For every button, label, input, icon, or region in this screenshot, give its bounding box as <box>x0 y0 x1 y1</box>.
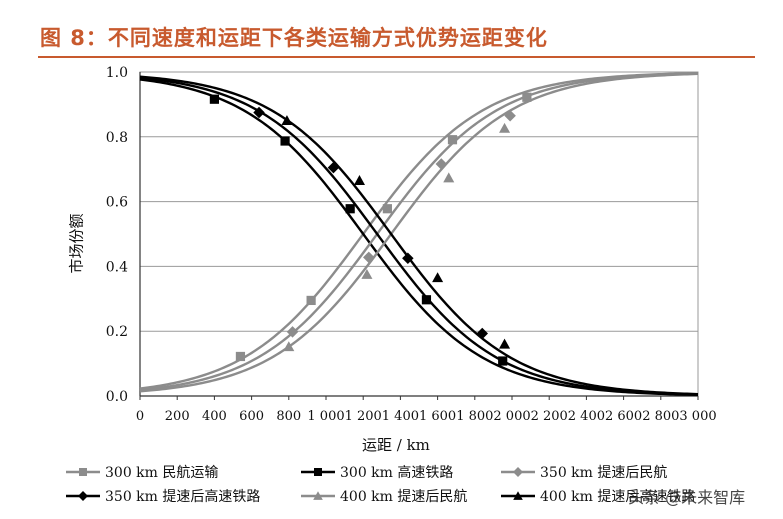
legend-swatch <box>66 468 100 476</box>
legend: 300 km 民航运输 300 km 高速铁路 350 km 提速后民航 350 km… <box>65 462 775 512</box>
y-tick-label: 0.8 <box>106 130 128 146</box>
legend-swatch-marker <box>513 467 523 477</box>
tick-layer: 0.0 0.2 0.4 0.6 0.8 1.0 0 200 400 600 800 1 000 1 20… <box>106 65 717 424</box>
legend-swatch <box>301 468 335 476</box>
y-tick-label: 0.2 <box>106 324 128 340</box>
y-axis-label: 市场份额 <box>67 213 86 274</box>
x-tick-label: 1 800 <box>456 409 493 424</box>
x-axis-label: 运距 / km <box>362 436 430 454</box>
legend-item: 300 km 民航运输 <box>65 462 218 482</box>
series-marker <box>235 351 246 362</box>
legend-item: 400 km 提速后民航 <box>300 486 467 506</box>
legend-swatch-marker <box>78 491 88 501</box>
x-tick-label: 200 <box>165 409 190 424</box>
legend-label: 400 km 提速后高速铁路 <box>540 489 696 505</box>
legend-swatch-marker <box>513 491 523 500</box>
x-tick-label: 0 <box>136 409 144 424</box>
legend-swatch <box>501 467 535 477</box>
series-line <box>139 76 699 396</box>
legend-swatch-marker <box>79 468 87 476</box>
legend-label: 300 km 高速铁路 <box>340 465 454 481</box>
x-tick-label: 3 000 <box>679 409 716 424</box>
legend-label: 400 km 提速后民航 <box>340 489 468 505</box>
x-tick-label: 2 800 <box>642 409 679 424</box>
series-line <box>139 71 699 390</box>
legend-swatch-marker <box>313 491 323 500</box>
series-layer <box>139 71 699 397</box>
series-marker <box>353 175 365 185</box>
legend-swatch <box>501 491 535 500</box>
x-tick-label: 2 000 <box>493 409 530 424</box>
y-tick-label: 0.6 <box>106 195 128 211</box>
series-line <box>139 75 699 396</box>
x-tick-label: 400 <box>202 409 227 424</box>
series-marker <box>281 115 293 126</box>
legend-item: 350 km 提速后民航 <box>500 462 667 482</box>
x-tick-label: 2 600 <box>605 409 642 424</box>
series-marker <box>499 122 511 133</box>
series-marker <box>432 272 444 283</box>
x-tick-label: 800 <box>276 409 301 424</box>
x-tick-label: 1 400 <box>382 409 419 424</box>
series-marker <box>286 326 299 338</box>
y-tick-label: 0.0 <box>106 389 128 405</box>
series-marker <box>382 204 392 214</box>
y-tick-label: 0.4 <box>106 259 128 275</box>
series-marker <box>443 172 455 183</box>
x-tick-label: 2 200 <box>531 409 568 424</box>
series-marker <box>361 268 373 279</box>
x-tick-label: 1 000 <box>307 409 344 424</box>
x-tick-label: 2 400 <box>568 409 605 424</box>
series-marker <box>421 295 432 305</box>
legend-item: 350 km 提速后高速铁路 <box>65 486 260 506</box>
series-marker <box>499 338 511 349</box>
series-marker <box>345 204 355 214</box>
series-marker <box>447 135 458 145</box>
series-marker <box>283 341 295 352</box>
legend-label: 350 km 提速后民航 <box>540 465 668 481</box>
watermark: 头条 @未来智库 <box>628 488 746 507</box>
axis-layer <box>139 71 699 397</box>
legend-swatch <box>301 491 335 500</box>
legend-label: 350 km 提速后高速铁路 <box>105 489 261 505</box>
legend-item: 400 km 提速后高速铁路 <box>500 486 695 506</box>
x-tick-label: 600 <box>239 409 264 424</box>
series-line <box>139 78 699 397</box>
figure-title: 图 8：不同速度和运距下各类运输方式优势运距变化 <box>40 26 548 50</box>
series-marker <box>280 136 290 146</box>
series-line <box>139 72 699 392</box>
series-marker <box>306 295 316 306</box>
legend-label: 300 km 民航运输 <box>105 465 219 481</box>
legend-swatch-marker <box>314 468 322 476</box>
x-tick-label: 1 200 <box>345 409 382 424</box>
grid-layer <box>140 71 698 332</box>
chart-plot: 0.0 0.2 0.4 0.6 0.8 1.0 0 200 400 600 800 1 000 1 20… <box>106 65 717 424</box>
title-rule <box>38 56 755 58</box>
series-marker <box>209 94 219 104</box>
y-tick-label: 1.0 <box>106 65 128 81</box>
x-tick-label: 1 600 <box>419 409 456 424</box>
plot-border <box>139 71 699 397</box>
legend-swatch <box>66 491 100 501</box>
legend-item: 300 km 高速铁路 <box>300 462 453 482</box>
series-marker <box>253 106 265 119</box>
series-line <box>139 72 699 393</box>
